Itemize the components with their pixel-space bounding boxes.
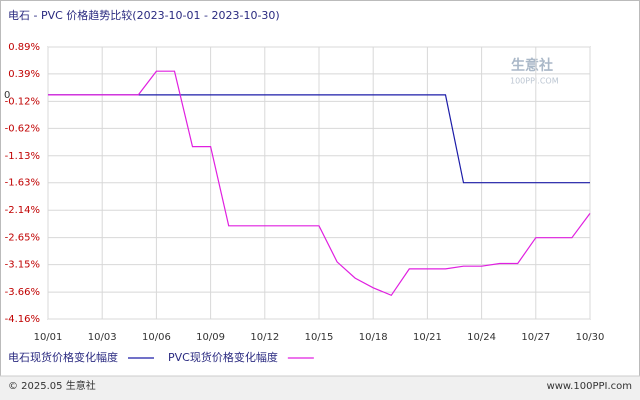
x-tick-label: 10/03 bbox=[88, 332, 117, 343]
y-tick-label: 0.89% bbox=[8, 42, 40, 53]
x-tick-label: 10/18 bbox=[359, 332, 388, 343]
y-tick-label: -2.65% bbox=[5, 233, 40, 244]
y-tick-label: 0.39% bbox=[8, 69, 40, 80]
legend-label: PVC现货价格变化幅度 bbox=[168, 350, 278, 364]
y-tick-label: -3.15% bbox=[5, 260, 40, 271]
legend-label: 电石现货价格变化幅度 bbox=[8, 350, 118, 364]
y-tick-label: -4.16% bbox=[5, 314, 40, 325]
y-tick-label: -0.62% bbox=[5, 123, 40, 134]
footer-left: © 2025.05 生意社 bbox=[8, 379, 96, 392]
y-tick-label: -1.13% bbox=[5, 151, 40, 162]
y-tick-label: -2.14% bbox=[5, 205, 40, 216]
footer-band bbox=[0, 376, 640, 400]
x-tick-label: 10/06 bbox=[142, 332, 171, 343]
x-tick-label: 10/09 bbox=[196, 332, 225, 343]
series-line bbox=[48, 70, 591, 297]
y-tick-label: -0.12% bbox=[5, 96, 40, 107]
y-tick-label: -3.66% bbox=[5, 287, 40, 298]
y-tick-label: -1.63% bbox=[5, 178, 40, 189]
baseline-label: 0 bbox=[4, 90, 10, 101]
x-tick-label: 10/30 bbox=[576, 332, 605, 343]
footer-right: www.100PPI.com bbox=[547, 381, 632, 392]
x-tick-label: 10/21 bbox=[413, 332, 442, 343]
watermark: 生意社 bbox=[511, 57, 553, 74]
x-tick-label: 10/12 bbox=[250, 332, 279, 343]
x-tick-label: 10/01 bbox=[34, 332, 63, 343]
x-tick-label: 10/15 bbox=[305, 332, 334, 343]
watermark: 100PPI.COM bbox=[510, 77, 559, 86]
x-tick-label: 10/27 bbox=[521, 332, 550, 343]
x-tick-label: 10/24 bbox=[467, 332, 496, 343]
chart-title: 电石 - PVC 价格趋势比较(2023-10-01 - 2023-10-30) bbox=[8, 8, 280, 22]
